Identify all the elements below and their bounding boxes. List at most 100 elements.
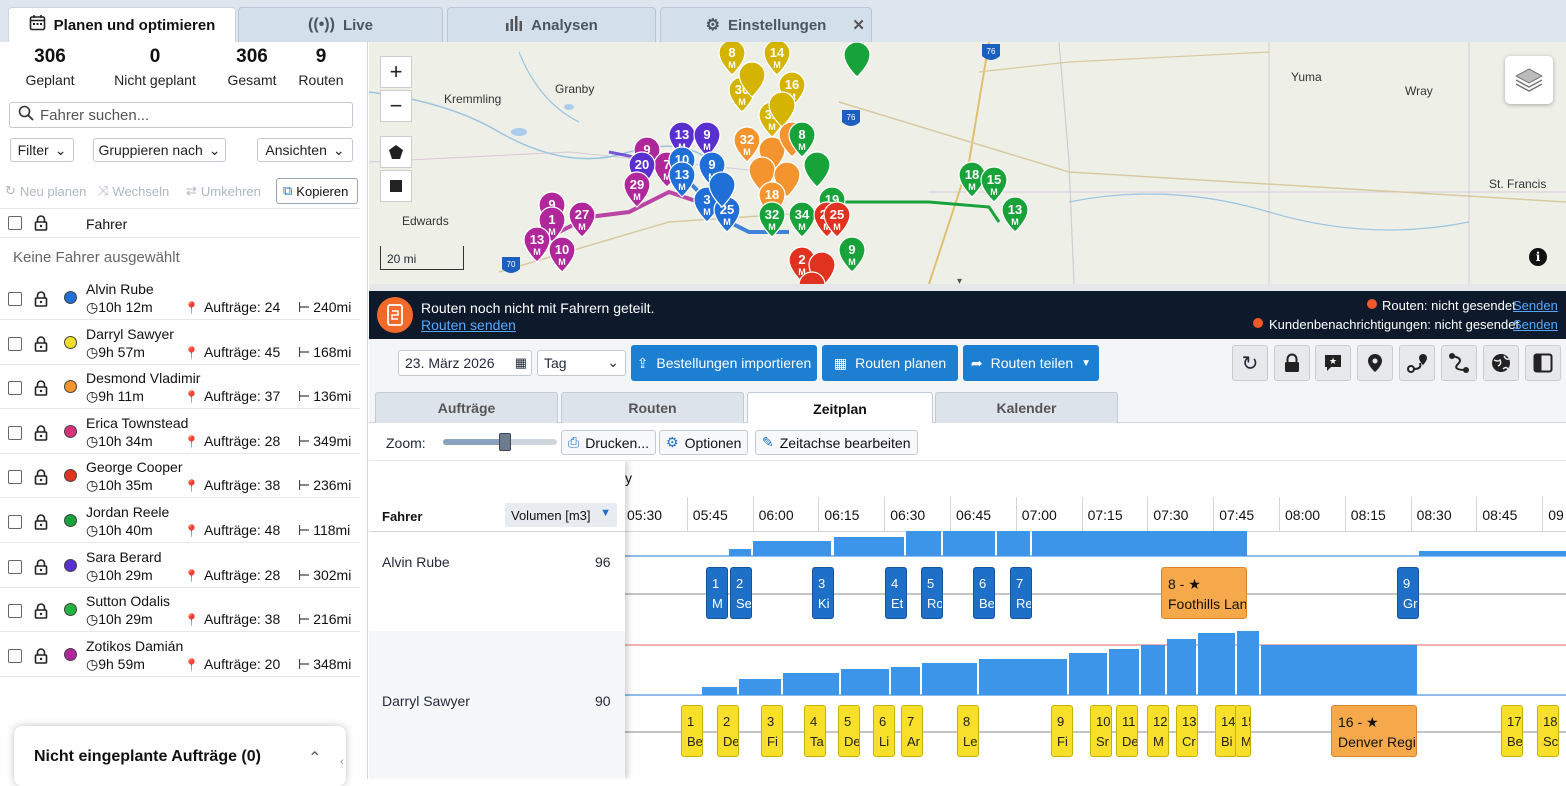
route-stop[interactable]: 5 Ro (921, 567, 943, 619)
driver-row[interactable]: Sara Berard ◷10h 29m 📍 Aufträge: 28 ⊢ 302mi (0, 544, 360, 588)
route-stop[interactable]: 2 De (717, 705, 739, 757)
driver-row[interactable]: Desmond Vladimir ◷9h 11m 📍 Aufträge: 37 ⊢ 136… (0, 365, 360, 410)
route-stop[interactable]: 6 Be (973, 567, 995, 619)
reverse-button[interactable]: ⇄ Umkehren (186, 178, 261, 204)
edit-timeline-button[interactable]: ✎ Zeitachse bearbeiten (755, 430, 918, 455)
tab-calendar[interactable]: Kalender (935, 392, 1118, 423)
layers-button[interactable] (1505, 56, 1553, 104)
date-picker[interactable]: 23. März 2026 ▦ (398, 350, 532, 376)
route-stop[interactable]: 15 M (1235, 705, 1251, 757)
select-all-checkbox[interactable] (8, 216, 22, 230)
tab-routes[interactable]: Routen (561, 392, 744, 423)
import-orders-button[interactable]: ⇪ Bestellungen importieren (631, 345, 817, 381)
lock-button[interactable] (1274, 345, 1310, 381)
route-stop[interactable]: 1 Be (681, 705, 703, 757)
options-button[interactable]: ⚙ Optionen (659, 430, 749, 455)
route-stop[interactable]: 4 Et (885, 567, 907, 619)
send-routes-link[interactable]: Routen senden (421, 317, 516, 333)
driver-checkbox[interactable] (8, 336, 22, 351)
lock-icon[interactable] (34, 648, 48, 664)
tab-analysen[interactable]: Analysen (447, 7, 656, 42)
driver-checkbox[interactable] (8, 425, 22, 440)
driver-checkbox[interactable] (8, 292, 22, 306)
route-stop[interactable]: 14 Bi (1215, 705, 1237, 757)
driver-row[interactable]: Alvin Rube ◷10h 12m 📍 Aufträge: 24 ⊢ 240mi (0, 276, 360, 320)
route-stop[interactable]: 9 Fi (1051, 705, 1073, 757)
route-stop[interactable]: 7 Re (1010, 567, 1032, 619)
driver-checkbox[interactable] (8, 559, 22, 574)
lock-icon[interactable] (34, 558, 48, 575)
tab-orders[interactable]: Aufträge (375, 392, 558, 423)
route-stop[interactable]: 18 Sc (1537, 705, 1559, 757)
route-stop[interactable]: 6 Li (873, 705, 895, 757)
tab-live[interactable]: ((•)) Live (238, 7, 443, 42)
chevron-up-icon[interactable]: ⌃ (308, 750, 322, 767)
zoom-out-button[interactable]: − (380, 90, 412, 122)
group-by-dropdown[interactable]: Gruppieren nach ⌄ (93, 138, 226, 162)
route-map[interactable]: 76 76 70 8M14M30M16M32M9M7M20M13M9M29M9M… (369, 42, 1566, 284)
route-stop[interactable]: 11 De (1116, 705, 1138, 757)
depot-stop[interactable]: 16 - ★ Denver Regio (1331, 705, 1417, 757)
comment-button[interactable]: ★ (1315, 345, 1351, 381)
route-stop[interactable]: 13 Cr (1176, 705, 1198, 757)
route-stop[interactable]: 12 M (1147, 705, 1169, 757)
collapse-handle-icon[interactable]: ▾ (957, 276, 963, 284)
driver-row[interactable]: Erica Townstead ◷10h 34m 📍 Aufträge: 28 ⊢ 349… (0, 410, 360, 454)
period-select[interactable]: Tag ⌄ (537, 350, 626, 376)
lock-icon[interactable] (34, 425, 48, 441)
replan-button[interactable]: ↻ Neu planen (5, 178, 86, 204)
filter-dropdown[interactable]: Filter ⌄ (10, 138, 74, 162)
zoom-slider[interactable] (443, 433, 557, 451)
route-stop[interactable]: 3 Fi (761, 705, 783, 757)
route-stop[interactable]: 7 Ar (901, 705, 923, 757)
driver-checkbox[interactable] (8, 381, 22, 396)
location-button[interactable] (1357, 345, 1393, 381)
driver-row[interactable]: George Cooper ◷10h 35m 📍 Aufträge: 38 ⊢ 236mi (0, 454, 360, 499)
map-splitter[interactable] (369, 284, 1566, 291)
lock-icon[interactable] (34, 335, 48, 352)
route-stop[interactable]: 8 Le (957, 705, 979, 757)
globe-button[interactable] (1483, 345, 1519, 381)
tab-einstellungen[interactable]: ⚙ Einstellungen ✕ (660, 7, 872, 42)
print-button[interactable]: ⎙ Drucken... (561, 430, 657, 455)
driver-checkbox[interactable] (8, 604, 22, 619)
copy-button[interactable]: ⧉ Kopieren (276, 178, 358, 204)
route-stop[interactable]: 10 Sr (1090, 705, 1112, 757)
route-stop[interactable]: 3 Ki (812, 567, 834, 619)
route-stop[interactable]: 9 Gr (1397, 567, 1419, 619)
zoom-slider-handle[interactable] (498, 433, 511, 451)
refresh-button[interactable]: ↻ (1232, 345, 1268, 381)
route-stop[interactable]: 5 De (838, 705, 860, 757)
driver-search-input[interactable]: Fahrer suchen... (9, 102, 353, 128)
lock-icon[interactable] (34, 469, 48, 486)
depot-stop[interactable]: 8 - ★ Foothills Lan (1161, 567, 1247, 619)
driver-row[interactable]: Sutton Odalis ◷10h 29m 📍 Aufträge: 38 ⊢ 216mi (0, 588, 360, 633)
draw-rectangle-button[interactable] (380, 170, 412, 202)
unplanned-orders-panel[interactable]: Nicht eingeplante Aufträge (0) ⌃ (14, 726, 346, 786)
route-stop[interactable]: 17 Be (1501, 705, 1523, 757)
lock-icon[interactable] (34, 380, 48, 396)
draw-polygon-button[interactable] (380, 136, 412, 168)
driver-row[interactable]: Darryl Sawyer ◷9h 57m 📍 Aufträge: 45 ⊢ 168mi (0, 321, 360, 365)
share-routes-button[interactable]: ➦ Routen teilen ▼ (963, 345, 1099, 381)
route-connect-button[interactable] (1441, 345, 1477, 381)
lock-icon[interactable] (34, 291, 48, 307)
collapse-sidebar-icon[interactable]: ‹ (340, 756, 344, 768)
driver-row[interactable]: Jordan Reele ◷10h 40m 📍 Aufträge: 48 ⊢ 118mi (0, 499, 360, 543)
panel-toggle-button[interactable] (1525, 345, 1561, 381)
views-dropdown[interactable]: Ansichten ⌄ (257, 138, 353, 162)
route-stop[interactable]: 4 Ta (804, 705, 826, 757)
volume-column-select[interactable]: Volumen [m3] ▼ (505, 503, 617, 527)
route-stop[interactable]: 2 Se (730, 567, 752, 619)
driver-checkbox[interactable] (8, 648, 22, 663)
map-canvas[interactable]: 76 76 70 8M14M30M16M32M9M7M20M13M9M29M9M… (369, 42, 1566, 284)
driver-row[interactable]: Zotikos Damián ◷9h 59m 📍 Aufträge: 20 ⊢ 348mi (0, 633, 360, 677)
driver-checkbox[interactable] (8, 515, 22, 529)
route-path-button[interactable] (1399, 345, 1435, 381)
switch-button[interactable]: ⤨ Wechseln (98, 178, 169, 204)
lock-icon[interactable] (34, 603, 48, 619)
zoom-in-button[interactable]: + (380, 56, 412, 88)
info-icon[interactable]: i (1529, 248, 1547, 266)
tab-plan-optimize[interactable]: Planen und optimieren (8, 7, 236, 42)
